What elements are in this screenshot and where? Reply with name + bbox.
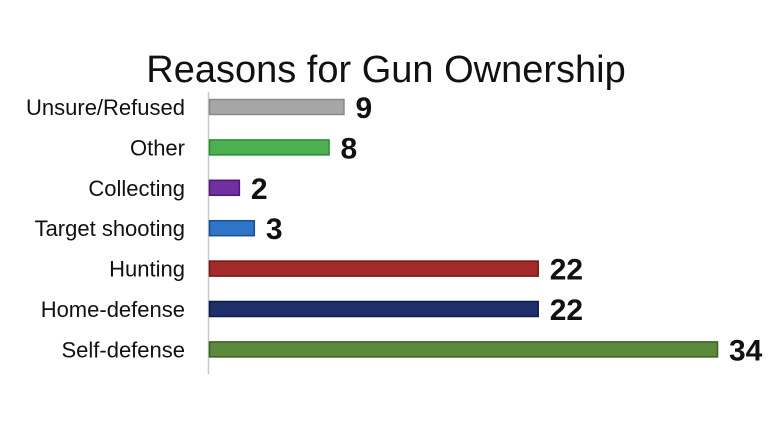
category-label-collecting: Collecting [88,176,185,201]
category-label-unsure-refused: Unsure/Refused [26,95,185,120]
category-label-home-defense: Home-defense [41,297,185,322]
bars-group: Unsure/Refused 9 Other 8 Collecting 2 Target s… [26,92,763,367]
value-label-other: 8 [341,132,358,165]
bar-collecting [208,179,241,197]
value-label-unsure-refused: 9 [355,92,372,125]
value-label-home-defense: 22 [550,294,583,327]
bar-target-shooting [208,219,256,237]
bar-other [208,139,330,156]
bar-home-defense [208,300,539,318]
chart-title: Reasons for Gun Ownership [146,49,625,91]
category-label-target-shooting: Target shooting [35,216,185,241]
bar-self-defense [208,341,719,358]
value-label-collecting: 2 [251,173,268,206]
value-label-target-shooting: 3 [266,213,283,246]
bar-hunting [208,260,539,277]
value-label-self-defense: 34 [729,334,763,367]
category-label-self-defense: Self-defense [61,337,185,362]
category-label-other: Other [130,135,185,160]
bar-unsure-refused [208,98,345,116]
category-label-hunting: Hunting [109,257,185,282]
value-label-hunting: 22 [550,254,583,287]
